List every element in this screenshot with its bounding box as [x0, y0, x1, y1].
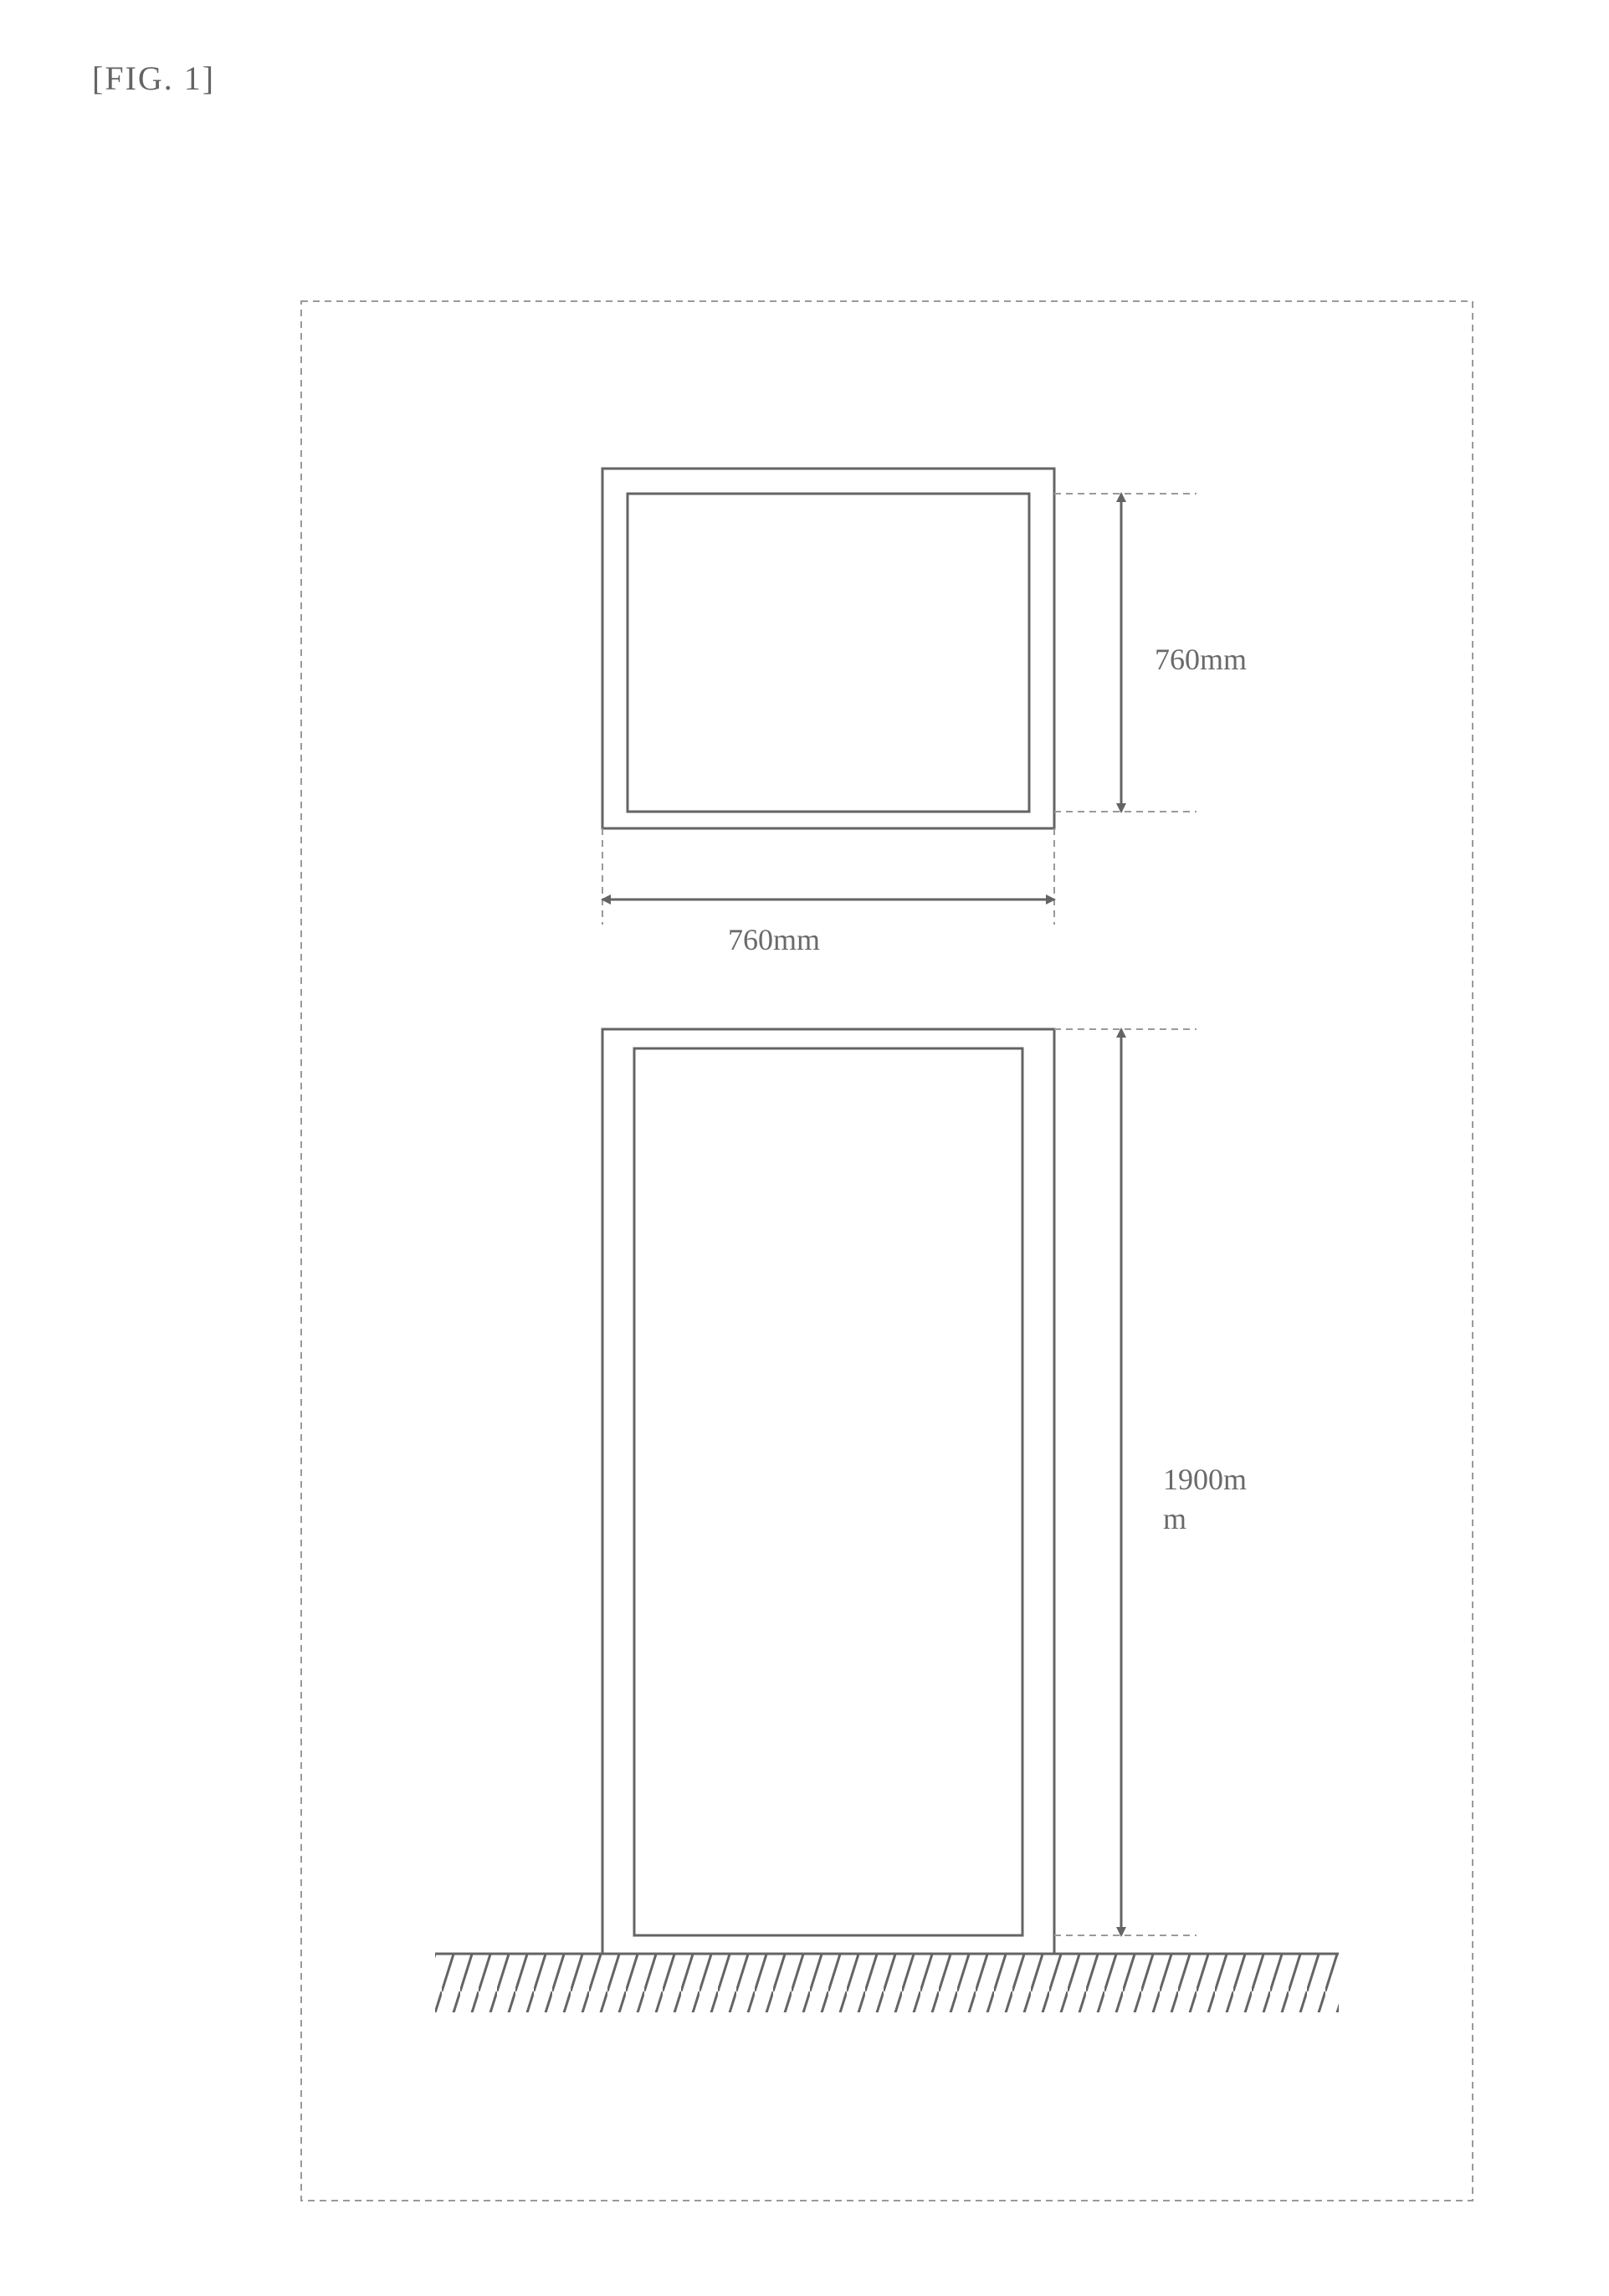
dim-window-width-label: 760mm — [728, 923, 820, 956]
outer-frame — [301, 301, 1473, 2201]
window-frame-outer — [602, 469, 1054, 828]
window-frame-inner — [628, 494, 1029, 812]
dim-door-height: 1900m m — [1054, 1029, 1247, 1935]
dim-door-height-label-2: m — [1163, 1502, 1186, 1535]
dim-window-height: 760mm — [1054, 494, 1247, 812]
door-frame-inner — [634, 1048, 1022, 1935]
diagram-svg: 760mm 760mm 1900m m — [0, 0, 1609, 2296]
dim-window-width: 760mm — [602, 828, 1054, 956]
dim-door-height-label-1: 1900m — [1163, 1463, 1247, 1496]
page: [FIG. 1] 7 — [0, 0, 1609, 2296]
dim-window-height-label: 760mm — [1155, 643, 1247, 676]
door-frame-outer — [602, 1029, 1054, 1954]
ground-hatch — [435, 1954, 1339, 2012]
